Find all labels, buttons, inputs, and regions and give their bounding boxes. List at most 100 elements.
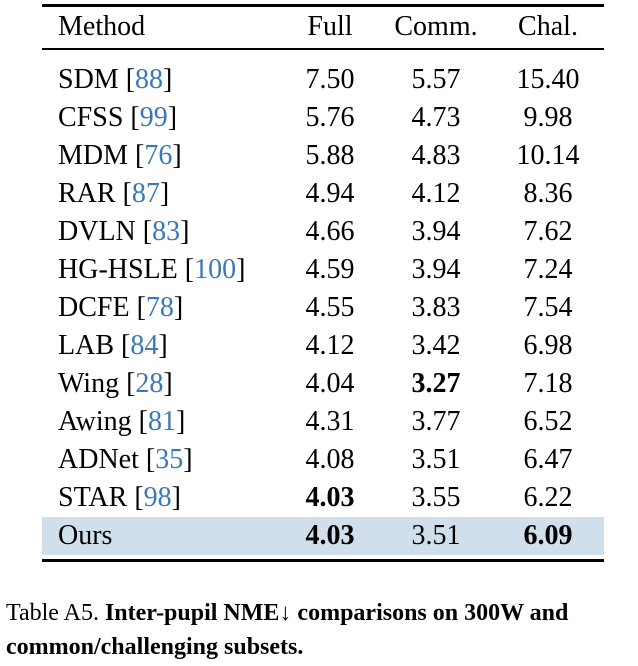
value-cell: 7.54 xyxy=(523,292,573,323)
value-cell: 4.04 xyxy=(305,368,355,399)
method-name: Awing xyxy=(58,406,132,437)
bracket: ] xyxy=(158,330,168,361)
value-cell: 4.03 xyxy=(305,520,355,551)
method-cell: CFSS [99] xyxy=(58,100,177,136)
bracket: [ xyxy=(126,368,136,399)
value-cell: 3.51 xyxy=(411,444,461,475)
bracket: [ xyxy=(136,292,146,323)
citation: 28 xyxy=(135,368,164,399)
method-name: MDM xyxy=(58,140,129,171)
value-cell: 5.88 xyxy=(305,140,355,171)
bracket: ] xyxy=(180,216,190,247)
header-cell: Full xyxy=(307,11,353,42)
value-cell: 6.47 xyxy=(523,444,573,475)
value-cell: 3.55 xyxy=(411,482,461,513)
value-cell: 6.22 xyxy=(523,482,573,513)
header-cell: Method xyxy=(58,11,146,42)
bracket: [ xyxy=(134,482,144,513)
value-cell: 3.83 xyxy=(411,292,461,323)
value-cell: 5.57 xyxy=(411,64,461,95)
method-cell: RAR [87] xyxy=(58,176,169,212)
citation: 81 xyxy=(147,406,176,437)
value-cell: 3.27 xyxy=(411,368,461,399)
bottom-rule xyxy=(42,559,604,562)
bracket: [ xyxy=(138,406,148,437)
bracket: [ xyxy=(142,216,153,247)
method-cell: Awing [81] xyxy=(58,404,185,440)
value-cell: 4.83 xyxy=(411,140,461,171)
value-cell: 4.94 xyxy=(305,178,355,209)
method-name: Wing xyxy=(58,368,120,399)
value-cell: 6.98 xyxy=(523,330,573,361)
value-cell: 4.12 xyxy=(305,330,355,361)
method-cell: MDM [76] xyxy=(58,138,182,174)
citation: 98 xyxy=(143,482,172,513)
value-cell: 10.14 xyxy=(516,140,580,171)
bracket: [ xyxy=(125,64,136,95)
value-cell: 4.73 xyxy=(411,102,461,133)
header-cell: Comm. xyxy=(394,11,478,42)
method-name: DCFE xyxy=(58,292,130,323)
value-cell: 7.62 xyxy=(523,216,573,247)
method-cell: Wing [28] xyxy=(58,366,173,402)
method-name: DVLN xyxy=(58,216,136,247)
method-cell: ADNet [35] xyxy=(58,442,193,478)
value-cell: 15.40 xyxy=(516,64,580,95)
citation: 76 xyxy=(144,140,173,171)
method-cell: HG-HSLE [100] xyxy=(58,252,245,288)
value-cell: 3.94 xyxy=(411,254,461,285)
citation: 83 xyxy=(152,216,181,247)
value-cell: 4.59 xyxy=(305,254,355,285)
citation: 87 xyxy=(131,178,160,209)
value-cell: 6.09 xyxy=(523,520,573,551)
value-cell: 4.66 xyxy=(305,216,355,247)
method-name: Ours xyxy=(58,520,113,551)
method-name: STAR xyxy=(58,482,128,513)
citation: 88 xyxy=(135,64,164,95)
bracket: ] xyxy=(236,254,246,285)
bracket: ] xyxy=(183,444,193,475)
method-name: ADNet xyxy=(58,444,139,475)
value-cell: 7.24 xyxy=(523,254,573,285)
top-rule xyxy=(42,4,604,7)
citation: 99 xyxy=(139,102,168,133)
bracket: ] xyxy=(163,64,173,95)
value-cell: 4.08 xyxy=(305,444,355,475)
citation: 84 xyxy=(130,330,159,361)
bracket: ] xyxy=(173,292,184,323)
mid-rule xyxy=(42,48,604,50)
bracket: ] xyxy=(167,102,178,133)
value-cell: 8.36 xyxy=(523,178,573,209)
method-cell: DCFE [78] xyxy=(58,290,183,326)
header-cell: Chal. xyxy=(518,11,578,42)
value-cell: 3.94 xyxy=(411,216,461,247)
value-cell: 3.77 xyxy=(411,406,461,437)
bracket: ] xyxy=(175,406,186,437)
value-cell: 4.03 xyxy=(305,482,355,513)
value-cell: 7.18 xyxy=(523,368,573,399)
method-cell: Ours xyxy=(58,518,112,554)
caption-label: Table A5. xyxy=(6,600,99,626)
method-name: CFSS xyxy=(58,102,124,133)
bracket: ] xyxy=(163,368,173,399)
bracket: ] xyxy=(159,178,170,209)
method-cell: LAB [84] xyxy=(58,328,168,364)
value-cell: 3.51 xyxy=(411,520,461,551)
bracket: ] xyxy=(172,140,182,171)
value-cell: 7.50 xyxy=(305,64,355,95)
method-name: HG-HSLE xyxy=(58,254,178,285)
bracket: [ xyxy=(130,102,140,133)
caption-text: Inter-pupil NME↓ comparisons on 300W and… xyxy=(6,600,569,660)
citation: 100 xyxy=(194,254,237,285)
value-cell: 3.42 xyxy=(411,330,461,361)
citation: 35 xyxy=(155,444,184,475)
value-cell: 4.55 xyxy=(305,292,355,323)
bracket: [ xyxy=(184,254,195,285)
bracket: [ xyxy=(121,330,131,361)
method-cell: STAR [98] xyxy=(58,480,181,516)
method-cell: DVLN [83] xyxy=(58,214,189,250)
value-cell: 6.52 xyxy=(523,406,573,437)
caption: Table A5. Inter-pupil NME↓ comparisons o… xyxy=(6,596,636,664)
bracket: [ xyxy=(135,140,145,171)
